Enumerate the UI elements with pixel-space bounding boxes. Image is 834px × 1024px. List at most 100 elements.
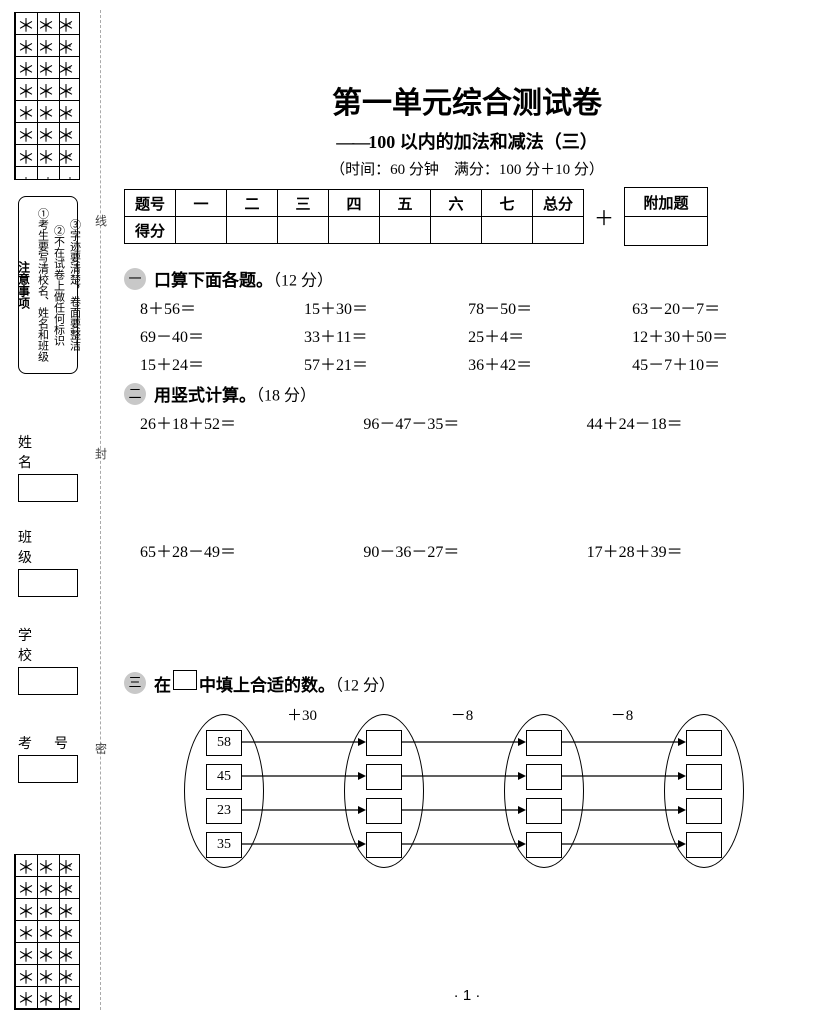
notice-header: 注意事项 — [16, 261, 33, 309]
q3-chain-diagram: 58452335＋30－8－8 — [184, 712, 764, 872]
q1-cell: 36＋42＝ — [468, 351, 632, 375]
section-2-pts: （18 分） — [256, 388, 316, 405]
score-cell[interactable] — [329, 217, 380, 244]
q2-cell: 17＋28＋39＝ — [587, 538, 810, 562]
section-3-title-post: 中填上合适的数。 — [199, 676, 335, 695]
section-1-bullet: 一 — [124, 268, 146, 290]
score-cell[interactable] — [278, 217, 329, 244]
exam-page: 线 封 密 注意事项 ①考生要写清校名、姓名和班级 ②不在试卷上做任何标识 ③字… — [0, 0, 834, 1024]
plus-sign: ＋ — [590, 202, 618, 231]
section-2-bullet: 二 — [124, 383, 146, 405]
chain-cell[interactable] — [366, 764, 402, 790]
score-h7: 七 — [482, 190, 533, 217]
info-class-label: 班 级 — [18, 527, 78, 567]
chain-cell[interactable] — [686, 798, 722, 824]
fold-label-1: 线 — [95, 212, 107, 229]
score-row-label: 得分 — [125, 217, 176, 244]
q1-grid: 8＋56＝15＋30＝78－50＝63－20－7＝ 69－40＝33＋11＝25… — [140, 295, 810, 375]
section-1-title: 口算下面各题。 — [154, 271, 273, 290]
score-cell[interactable] — [227, 217, 278, 244]
q1-cell: 63－20－7＝ — [632, 295, 810, 319]
chain-arrow — [242, 844, 366, 846]
section-1-pts: （12 分） — [273, 273, 333, 290]
chain-cell[interactable] — [366, 798, 402, 824]
chain-op-label: －8 — [572, 704, 672, 725]
q1-cell: 15＋24＝ — [140, 351, 304, 375]
notice-line-3: ③字迹要清楚，卷面要整洁 — [68, 219, 81, 351]
chain-cell[interactable]: 23 — [206, 798, 242, 824]
q1-cell: 57＋21＝ — [304, 351, 468, 375]
chain-cell[interactable] — [526, 764, 562, 790]
chain-arrow — [242, 776, 366, 778]
score-cell[interactable] — [533, 217, 584, 244]
info-name-box[interactable] — [18, 474, 78, 502]
page-number: · 1 · — [124, 987, 810, 1004]
q2-grid: 26＋18＋52＝96－47－35＝44＋24－18＝ 65＋28－49＝90－… — [140, 410, 810, 666]
main-content: 第一单元综合测试卷 ——100 以内的加法和减法（三） （时间：60 分钟 满分… — [124, 12, 810, 1010]
q1-cell: 12＋30＋50＝ — [632, 323, 810, 347]
fold-line — [100, 10, 101, 1010]
extra-table: 附加题 — [624, 187, 708, 246]
subtitle: ——100 以内的加法和减法（三） — [124, 128, 810, 154]
section-2-header: 二 用竖式计算。（18 分） — [124, 381, 810, 406]
q2-cell: 26＋18＋52＝ — [140, 410, 363, 434]
q2-cell: 90－36－27＝ — [363, 538, 586, 562]
score-value-row: 得分 — [125, 217, 584, 244]
info-examno-box[interactable] — [18, 755, 78, 783]
info-class: 班 级 — [18, 527, 78, 597]
score-wrap: 题号 一 二 三 四 五 六 七 总分 得分 ＋ — [124, 187, 810, 246]
chain-cell[interactable] — [366, 832, 402, 858]
chain-arrow — [242, 810, 366, 812]
info-name-label: 姓 名 — [18, 432, 78, 472]
chain-cell[interactable] — [686, 730, 722, 756]
subtitle-text: 100 以内的加法和减法（三） — [368, 132, 598, 152]
chain-cell[interactable] — [526, 832, 562, 858]
notice-box: 注意事项 ①考生要写清校名、姓名和班级 ②不在试卷上做任何标识 ③字迹要清楚，卷… — [18, 196, 78, 374]
chain-op-label: ＋30 — [252, 704, 352, 725]
timing: （时间：60 分钟 满分：100 分＋10 分） — [124, 158, 810, 179]
score-cell[interactable] — [482, 217, 533, 244]
extra-header: 附加题 — [625, 188, 708, 217]
chain-cell[interactable] — [526, 730, 562, 756]
chain-op-label: －8 — [412, 704, 512, 725]
chain-arrow — [562, 810, 686, 812]
chain-cell[interactable] — [686, 832, 722, 858]
info-class-box[interactable] — [18, 569, 78, 597]
chain-arrow — [402, 742, 526, 744]
q1-cell: 33＋11＝ — [304, 323, 468, 347]
info-school: 学 校 — [18, 625, 78, 695]
chain-cell[interactable] — [686, 764, 722, 790]
info-examno-label: 考 号 — [18, 733, 78, 753]
decorative-strip-bottom — [14, 854, 80, 1010]
chain-cell[interactable] — [526, 798, 562, 824]
chain-arrow — [242, 742, 366, 744]
q1-cell: 15＋30＝ — [304, 295, 468, 319]
notice-line-1: ①考生要写清校名、姓名和班级 — [36, 208, 49, 362]
inline-blank-icon — [173, 670, 197, 690]
chain-cell[interactable]: 35 — [206, 832, 242, 858]
score-h1: 一 — [176, 190, 227, 217]
info-school-label: 学 校 — [18, 625, 78, 665]
chain-arrow — [402, 810, 526, 812]
extra-cell[interactable] — [625, 217, 708, 246]
decorative-strip-top — [14, 12, 80, 180]
score-header-row: 题号 一 二 三 四 五 六 七 总分 — [125, 190, 584, 217]
q2-cell: 96－47－35＝ — [363, 410, 586, 434]
section-3-header: 三 在中填上合适的数。（12 分） — [124, 670, 810, 696]
q1-cell: 45－7＋10＝ — [632, 351, 810, 375]
chain-arrow — [402, 776, 526, 778]
chain-cell[interactable]: 45 — [206, 764, 242, 790]
score-cell[interactable] — [380, 217, 431, 244]
q1-cell: 8＋56＝ — [140, 295, 304, 319]
q1-cell: 78－50＝ — [468, 295, 632, 319]
chain-arrow — [562, 742, 686, 744]
chain-cell[interactable] — [366, 730, 402, 756]
fold-label-3: 密 — [95, 740, 107, 757]
chain-cell[interactable]: 58 — [206, 730, 242, 756]
score-h5: 五 — [380, 190, 431, 217]
q2-cell: 44＋24－18＝ — [587, 410, 810, 434]
info-school-box[interactable] — [18, 667, 78, 695]
page-title: 第一单元综合测试卷 — [124, 78, 810, 122]
score-cell[interactable] — [176, 217, 227, 244]
score-cell[interactable] — [431, 217, 482, 244]
